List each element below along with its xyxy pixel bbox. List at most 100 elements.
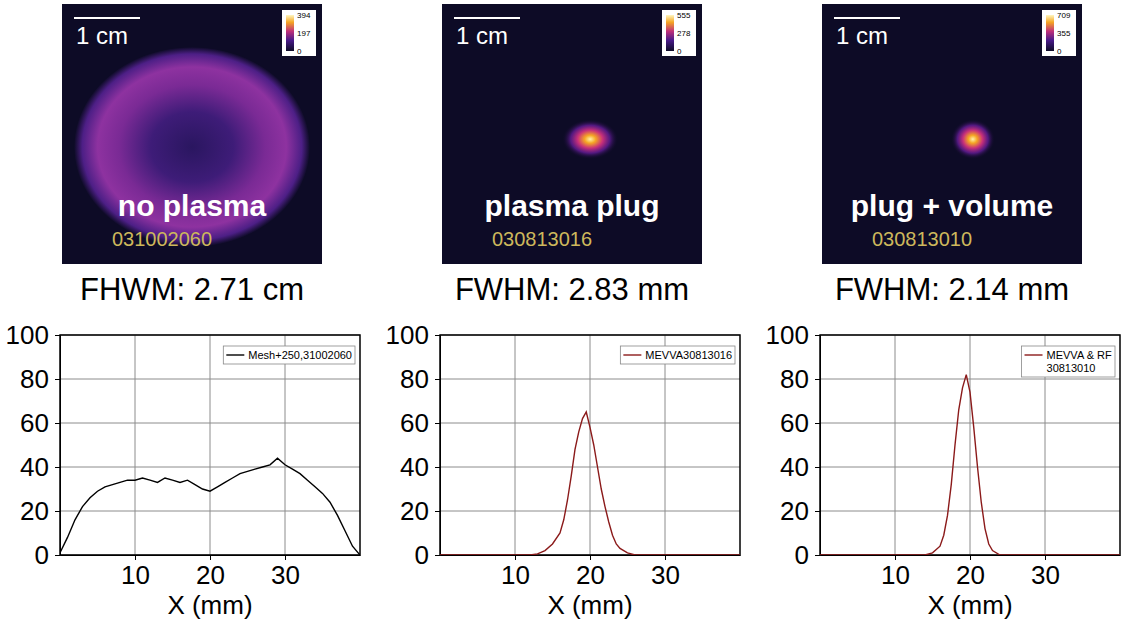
y-tick: 0 xyxy=(35,540,60,570)
y-tick-label: 0 xyxy=(795,540,809,570)
y-tick: 40 xyxy=(20,452,60,482)
grid-line xyxy=(895,335,896,555)
image-label: no plasma xyxy=(118,189,267,222)
colorbar-box xyxy=(1042,10,1076,56)
data-line xyxy=(60,458,360,555)
y-tick: 60 xyxy=(780,408,820,438)
x-tick: 10 xyxy=(881,555,910,590)
image-label: plug + volume xyxy=(851,189,1054,222)
legend: MEVVA & RF30813010 xyxy=(1022,346,1115,377)
legend-label-line: Mesh+250,31002060 xyxy=(248,349,352,361)
grid-line xyxy=(590,335,591,555)
data-line xyxy=(820,375,1120,555)
beam-ring xyxy=(74,47,310,247)
caption: FWHM: 2.83 mm xyxy=(455,272,689,307)
colorbar-tick-label: 197 xyxy=(297,29,311,38)
x-tick-label: 30 xyxy=(1031,560,1060,590)
colorbar-tick-label: 709 xyxy=(1057,11,1071,20)
scale-bar-label: 1 cm xyxy=(76,22,128,49)
grid-line xyxy=(60,511,360,512)
x-tick: 30 xyxy=(651,555,680,590)
marks xyxy=(440,412,740,555)
y-tick: 100 xyxy=(6,320,60,350)
colorbar-tick-label: 0 xyxy=(297,47,302,56)
beam-image: 1 cm0278555plasma plug030813016 xyxy=(442,4,702,264)
x-tick-label: 10 xyxy=(881,560,910,590)
grid-line xyxy=(820,467,1120,468)
grid-line xyxy=(60,467,360,468)
legend-swatch xyxy=(623,354,641,355)
colorbar-tick-label: 0 xyxy=(1057,47,1062,56)
image-background xyxy=(822,4,1082,264)
legend-label: Mesh+250,31002060 xyxy=(248,349,352,361)
y-axis: 0 20 40 60 80 100 xyxy=(766,320,821,570)
x-axis-title: X (mm) xyxy=(547,590,632,620)
x-tick: 10 xyxy=(501,555,530,590)
x-tick-label: 10 xyxy=(121,560,150,590)
y-tick-label: 40 xyxy=(780,452,809,482)
beam-spot xyxy=(951,119,995,159)
y-tick-label: 100 xyxy=(6,320,49,350)
y-tick: 80 xyxy=(400,364,440,394)
y-axis: 020406080100 xyxy=(386,320,441,570)
y-tick-label: 60 xyxy=(20,408,49,438)
colorbar xyxy=(286,15,294,51)
y-tick-label: 80 xyxy=(400,364,429,394)
y-tick-label: 40 xyxy=(20,452,49,482)
plot-background xyxy=(440,335,740,555)
y-tick-label: 20 xyxy=(780,496,809,526)
scale-bar-label: 1 cm xyxy=(836,22,888,49)
y-tick-label: 60 xyxy=(780,408,809,438)
y-tick-label: 100 xyxy=(766,320,809,350)
y-tick: 0 xyxy=(795,540,820,570)
x-axis-title: X (mm) xyxy=(927,590,1012,620)
grid-line xyxy=(210,335,211,555)
colorbar-box xyxy=(282,10,316,56)
x-tick-label: 30 xyxy=(271,560,300,590)
colorbar-tick-label: 555 xyxy=(677,11,691,20)
colorbar xyxy=(1046,15,1054,51)
y-tick: 20 xyxy=(400,496,440,526)
figure: 1 cm0197394no plasma031002060FHWM: 2.71 … xyxy=(0,0,1141,626)
image-background xyxy=(442,4,702,264)
x-tick-label: 30 xyxy=(651,560,680,590)
legend-box xyxy=(620,346,735,364)
y-tick: 60 xyxy=(400,408,440,438)
beam-image: 1 cm0355709plug + volume030813010 xyxy=(822,4,1082,264)
y-tick: 0 xyxy=(415,540,440,570)
y-tick: 80 xyxy=(20,364,60,394)
colorbar-tick-label: 0 xyxy=(677,47,682,56)
legend-swatch xyxy=(226,354,244,355)
legend-label-line: MEVVA30813016 xyxy=(645,349,732,361)
legend: MEVVA30813016 xyxy=(620,346,735,364)
x-tick-label: 20 xyxy=(196,560,225,590)
shot-number: 030813010 xyxy=(872,228,972,250)
grid-line xyxy=(820,511,1120,512)
grid-line xyxy=(135,335,136,555)
grid-line xyxy=(440,423,740,424)
grid-line xyxy=(285,335,286,555)
marks xyxy=(820,375,1120,555)
grid-line xyxy=(60,423,360,424)
y-tick-label: 80 xyxy=(780,364,809,394)
x-axis-title: X (mm) xyxy=(167,590,252,620)
legend-box xyxy=(1022,346,1115,377)
shot-number: 030813016 xyxy=(492,228,592,250)
x-tick-label: 10 xyxy=(501,560,530,590)
scale-bar xyxy=(74,17,140,19)
x-tick: 10 xyxy=(121,555,150,590)
y-tick-label: 0 xyxy=(415,540,429,570)
plot-frame xyxy=(60,335,360,555)
x-axis: 102030 xyxy=(441,555,741,590)
legend-swatch xyxy=(1025,354,1043,355)
beam-spot xyxy=(562,119,618,159)
y-tick-label: 60 xyxy=(400,408,429,438)
scale-bar-label: 1 cm xyxy=(456,22,508,49)
y-tick-label: 20 xyxy=(20,496,49,526)
x-tick: 30 xyxy=(1031,555,1060,590)
x-tick: 20 xyxy=(956,555,985,590)
colorbar-tick-label: 278 xyxy=(677,29,691,38)
grid-line xyxy=(665,335,666,555)
y-tick-label: 100 xyxy=(386,320,429,350)
beam-image: 1 cm0197394no plasma031002060 xyxy=(62,4,322,264)
